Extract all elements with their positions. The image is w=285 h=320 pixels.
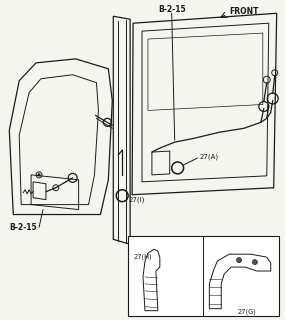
Text: B-2-15: B-2-15 <box>9 223 37 232</box>
Circle shape <box>38 174 40 176</box>
Text: 27(H): 27(H) <box>133 254 152 260</box>
Text: B-2-15: B-2-15 <box>158 5 186 14</box>
Text: 27(I): 27(I) <box>128 196 144 203</box>
Bar <box>128 236 279 316</box>
Text: 27(A): 27(A) <box>200 154 219 160</box>
Text: 27(G): 27(G) <box>237 308 256 315</box>
Circle shape <box>253 260 257 265</box>
Text: FRONT: FRONT <box>229 7 259 16</box>
Circle shape <box>237 258 241 263</box>
